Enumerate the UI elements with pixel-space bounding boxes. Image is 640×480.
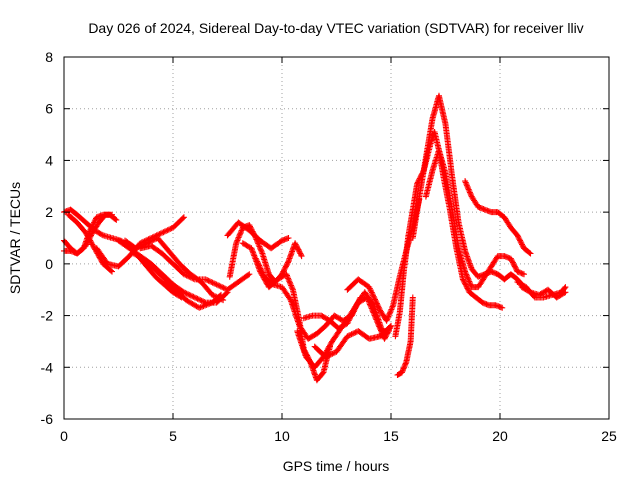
series-track-22 [462,178,534,257]
series-markers [93,214,187,270]
x-tick-label: 15 [383,428,399,444]
series-track-9 [130,250,224,311]
y-tick-label: -2 [41,308,54,324]
x-tick-label: 5 [169,428,177,444]
data-series [61,92,569,384]
series-track-8 [137,242,253,293]
x-axis-label: GPS time / hours [283,458,390,474]
series-track-16 [311,322,394,360]
series-track-5 [93,214,187,270]
series-markers [462,178,534,257]
y-tick-label: 2 [45,204,53,220]
x-tick-label: 0 [60,428,68,444]
y-tick-label: -4 [41,359,54,375]
series-track-19 [394,294,416,378]
axis-ticks: 0 5 10 15 20 25 -6 -4 -2 0 2 4 6 8 [41,49,617,444]
series-track-21 [422,147,527,291]
x-tick-label: 25 [601,428,617,444]
series-markers [224,219,292,252]
series-track-11 [224,219,292,252]
y-tick-label: 6 [45,101,53,117]
series-track-24 [518,284,569,301]
y-tick-label: -6 [41,411,54,427]
series-markers [130,250,224,311]
y-tick-label: 8 [45,49,53,65]
y-tick-label: 4 [45,152,53,168]
series-markers [394,294,416,378]
series-track-20 [409,92,527,291]
series-markers [409,92,527,291]
y-axis-label: SDTVAR / TECUs [7,182,23,294]
series-markers [422,147,527,291]
series-markers [137,242,253,293]
chart-title: Day 026 of 2024, Sidereal Day-to-day VTE… [88,20,583,36]
series-track-15 [300,289,392,335]
series-markers [518,284,569,301]
x-tick-label: 20 [492,428,508,444]
plot-frame [63,56,610,420]
series-markers [300,289,392,335]
y-tick-label: 0 [45,256,53,272]
series-markers [311,322,394,360]
x-tick-label: 10 [274,428,290,444]
